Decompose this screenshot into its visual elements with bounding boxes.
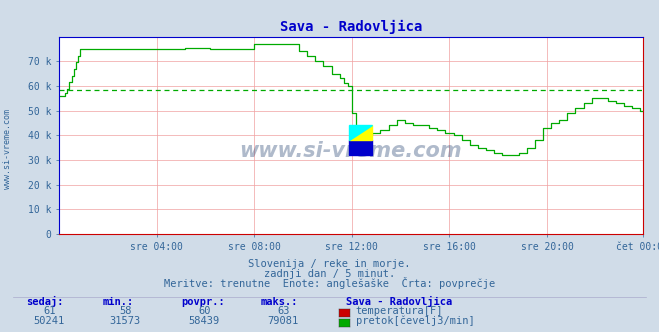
Text: povpr.:: povpr.: [181,297,225,307]
Text: 31573: 31573 [109,316,141,326]
Text: www.si-vreme.com: www.si-vreme.com [240,141,462,161]
Text: maks.:: maks.: [260,297,298,307]
Text: 58: 58 [119,306,131,316]
Text: 79081: 79081 [268,316,299,326]
Polygon shape [349,125,372,140]
Text: 50241: 50241 [34,316,65,326]
Text: temperatura[F]: temperatura[F] [356,306,444,316]
Text: Sava - Radovljica: Sava - Radovljica [346,296,452,307]
Text: sedaj:: sedaj: [26,296,64,307]
Title: Sava - Radovljica: Sava - Radovljica [279,20,422,34]
Bar [349,140,372,155]
Text: www.si-vreme.com: www.si-vreme.com [3,110,13,189]
Text: 63: 63 [277,306,289,316]
Text: pretok[čevelj3/min]: pretok[čevelj3/min] [356,315,474,326]
Text: zadnji dan / 5 minut.: zadnji dan / 5 minut. [264,269,395,279]
Text: 60: 60 [198,306,210,316]
Text: 61: 61 [43,306,55,316]
Text: min.:: min.: [102,297,133,307]
Text: Slovenija / reke in morje.: Slovenija / reke in morje. [248,259,411,269]
Text: Meritve: trenutne  Enote: anglešaške  Črta: povprečje: Meritve: trenutne Enote: anglešaške Črta… [164,277,495,289]
Text: 58439: 58439 [188,316,220,326]
Polygon shape [349,125,372,140]
